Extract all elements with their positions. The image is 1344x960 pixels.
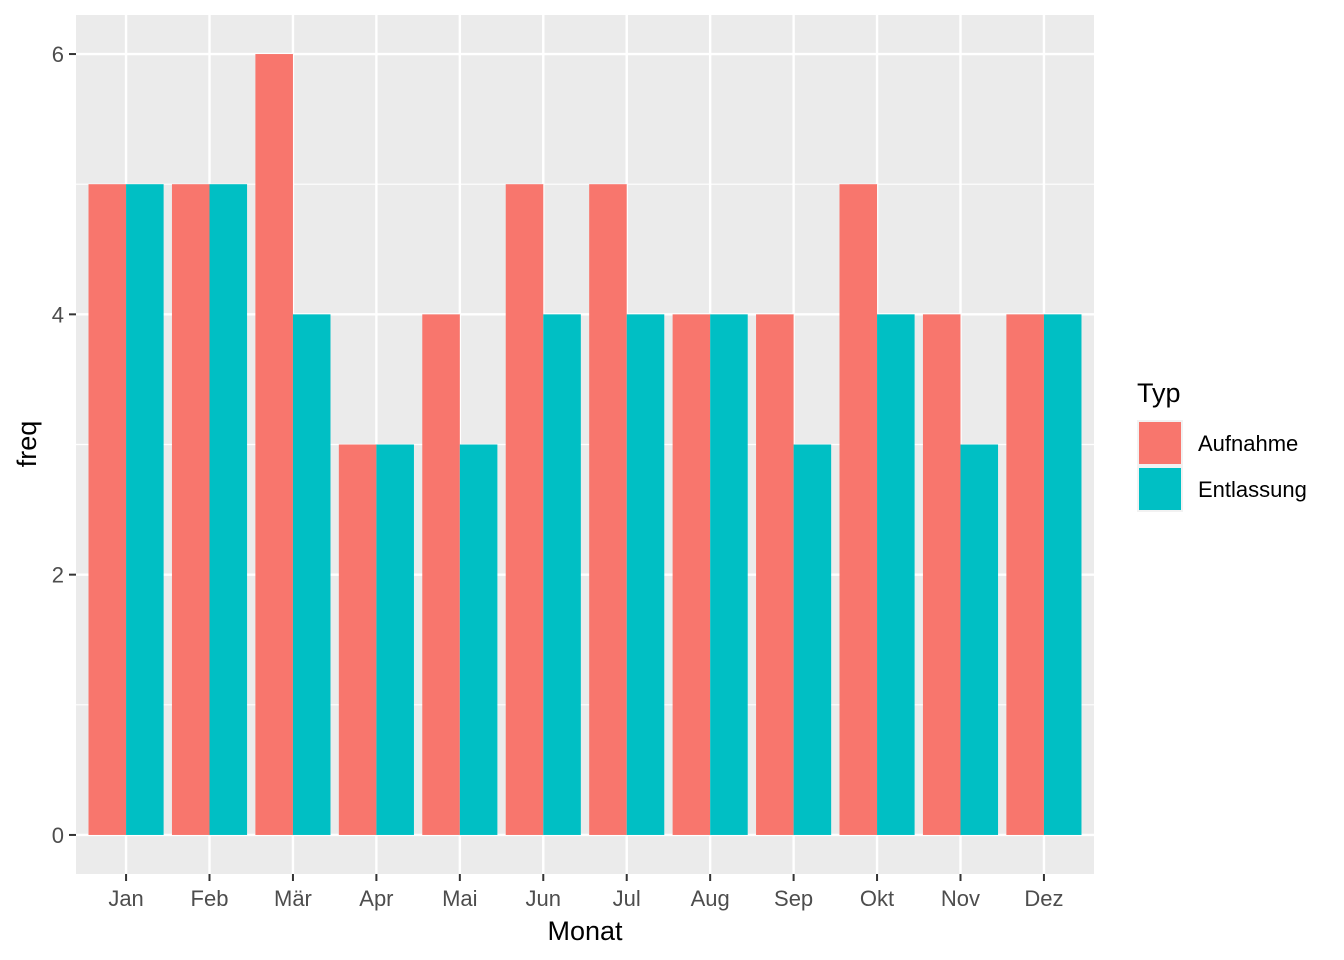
bar-aufnahme-5 [505,184,544,835]
bar-entlassung-6 [626,314,665,835]
legend-label-aufnahme: Aufnahme [1198,431,1298,456]
legend: Typ Aufnahme Entlassung [1137,378,1307,512]
bar-entlassung-3 [376,444,414,835]
legend-swatch-aufnahme [1139,422,1181,464]
bar-aufnahme-8 [756,314,794,835]
bar-aufnahme-11 [1006,314,1044,835]
y-tick-label: 4 [52,302,64,327]
x-tick-label: Nov [941,886,980,911]
x-tick-label: Dez [1024,886,1063,911]
x-tick-label: Apr [359,886,393,911]
bar-aufnahme-1 [171,184,210,835]
x-tick-label: Jun [526,886,561,911]
x-tick-label: Sep [774,886,813,911]
legend-title: Typ [1137,378,1181,408]
x-tick-label: Feb [191,886,229,911]
x-tick-label: Mai [442,886,477,911]
bar-entlassung-11 [1043,314,1082,835]
y-tick-label: 6 [52,42,64,67]
x-axis-title: Monat [547,916,623,946]
x-tick-label: Mär [274,886,312,911]
y-tick-label: 2 [52,563,64,588]
legend-swatch-entlassung [1139,468,1181,510]
bar-aufnahme-7 [672,314,711,835]
bar-entlassung-10 [960,444,999,835]
x-tick-label: Aug [691,886,730,911]
y-tick-label: 0 [52,823,64,848]
bar-entlassung-5 [543,314,581,835]
y-axis: 0 2 4 6 [52,42,76,848]
bar-entlassung-7 [710,314,748,835]
x-tick-label: Jul [613,886,641,911]
bar-aufnahme-6 [589,184,627,835]
bar-aufnahme-4 [422,314,460,835]
bar-aufnahme-10 [922,314,961,835]
bar-entlassung-9 [877,314,915,835]
bar-aufnahme-0 [88,184,127,835]
bar-aufnahme-9 [839,184,878,835]
legend-label-entlassung: Entlassung [1198,477,1307,502]
bars [88,54,1082,835]
bar-aufnahme-3 [338,444,377,835]
x-axis: Jan Feb Mär Apr Mai Jun Jul Aug Sep Okt Nov Dez [108,874,1063,911]
x-tick-label: Jan [108,886,143,911]
x-tick-label: Okt [860,886,894,911]
bar-aufnahme-2 [255,54,293,835]
bar-entlassung-4 [459,444,498,835]
bar-entlassung-1 [209,184,248,835]
bar-entlassung-8 [793,444,832,835]
y-axis-title: freq [12,421,42,468]
bar-entlassung-2 [292,314,331,835]
bar-entlassung-0 [126,184,164,835]
